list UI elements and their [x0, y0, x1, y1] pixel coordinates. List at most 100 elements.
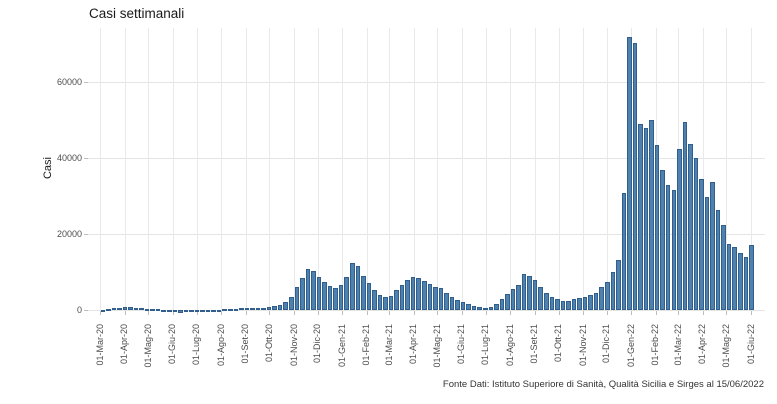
x-gridline	[558, 28, 560, 311]
y-axis-tick-label: 0	[76, 305, 82, 315]
x-gridline	[245, 28, 247, 311]
weekly-cases-bar	[294, 287, 300, 310]
x-gridline	[148, 28, 150, 311]
x-gridline	[583, 28, 585, 311]
x-tick-mark	[294, 311, 296, 315]
weekly-cases-bar	[416, 278, 422, 310]
weekly-cases-bar	[233, 308, 239, 311]
weekly-cases-bar	[616, 259, 621, 310]
weekly-cases-bar	[715, 210, 721, 310]
x-tick-mark	[317, 311, 319, 315]
weekly-cases-bar	[139, 308, 144, 311]
weekly-cases-bar	[749, 245, 754, 310]
weekly-cases-bar	[111, 308, 117, 311]
weekly-cases-bar	[665, 184, 671, 310]
weekly-cases-bar	[604, 281, 610, 310]
weekly-cases-bar	[682, 121, 688, 310]
weekly-cases-bar	[178, 310, 183, 313]
weekly-cases-bar	[244, 308, 250, 311]
x-axis-tick-label: 01-Apr-21	[408, 324, 419, 365]
x-tick-mark	[583, 311, 585, 315]
weekly-cases-bar	[361, 275, 366, 310]
weekly-cases-bar	[510, 289, 516, 310]
weekly-cases-bar	[228, 309, 233, 312]
x-gridline	[317, 28, 319, 311]
weekly-cases-bar	[466, 303, 471, 310]
weekly-cases-bar	[477, 306, 482, 310]
weekly-cases-bar	[677, 148, 682, 310]
x-tick-mark	[196, 311, 198, 315]
weekly-cases-bar	[449, 296, 455, 310]
weekly-cases-bar	[660, 170, 665, 310]
weekly-cases-bar	[399, 285, 405, 310]
x-tick-mark	[558, 311, 560, 315]
x-axis-tick-label: 01-Apr-22	[697, 324, 708, 365]
x-tick-mark	[437, 311, 439, 315]
y-tick-mark	[84, 310, 88, 311]
weekly-cases-bar	[272, 306, 277, 310]
weekly-cases-bar	[239, 308, 244, 311]
weekly-cases-bar	[654, 145, 660, 310]
weekly-cases-bar	[599, 286, 604, 310]
weekly-cases-bar	[344, 276, 349, 310]
x-axis-tick-label: 01-Dic-21	[601, 324, 612, 364]
y-gridline	[88, 158, 765, 159]
weekly-cases-bar	[638, 124, 643, 310]
x-tick-mark	[100, 311, 101, 315]
weekly-cases-bar	[560, 301, 566, 310]
x-tick-mark	[148, 311, 150, 315]
weekly-cases-bar	[593, 292, 599, 310]
x-axis-tick-label: 01-Mar-22	[672, 324, 683, 366]
weekly-cases-bar	[632, 42, 638, 310]
y-tick-mark	[84, 82, 88, 83]
weekly-cases-bar	[388, 295, 394, 310]
x-axis-tick-label: 01-Mag-22	[720, 324, 731, 368]
x-axis-tick-label: 01-Ott-21	[553, 324, 564, 363]
weekly-cases-bar	[699, 178, 704, 310]
weekly-cases-bar	[300, 277, 305, 310]
x-tick-mark	[221, 311, 223, 315]
weekly-cases-bar	[183, 309, 189, 312]
x-gridline	[510, 28, 512, 311]
weekly-cases-bar	[726, 243, 732, 310]
weekly-cases-bar	[161, 309, 166, 312]
x-axis-tick-label: 01-Mag-20	[142, 324, 153, 368]
weekly-cases-bar	[527, 275, 532, 310]
y-gridline	[88, 310, 765, 311]
weekly-cases-bar	[505, 294, 510, 310]
weekly-cases-bar	[455, 300, 460, 310]
weekly-cases-bar	[704, 196, 710, 310]
weekly-cases-bar	[194, 309, 200, 312]
weekly-cases-bar	[311, 271, 316, 310]
weekly-cases-bar	[499, 299, 505, 310]
x-tick-mark	[751, 311, 752, 315]
x-axis-tick-label: 01-Ago-21	[504, 324, 515, 367]
weekly-cases-bar	[277, 304, 283, 310]
weekly-cases-bar	[588, 294, 593, 310]
x-tick-mark	[366, 311, 368, 315]
weekly-cases-bar	[144, 308, 150, 311]
x-axis-tick-label: 01-Lug-20	[191, 324, 202, 366]
x-gridline	[342, 28, 344, 311]
weekly-cases-bar	[117, 307, 122, 310]
weekly-cases-bar	[128, 307, 133, 310]
y-tick-mark	[84, 158, 88, 159]
weekly-cases-bar	[483, 307, 488, 310]
x-tick-mark	[631, 311, 633, 315]
x-tick-mark	[678, 311, 680, 315]
x-axis-tick-label: 01-Gen-22	[625, 324, 636, 368]
x-gridline	[100, 28, 101, 311]
weekly-cases-bar	[743, 256, 749, 310]
x-gridline	[196, 28, 198, 311]
x-axis-tick-label: 01-Mag-21	[431, 324, 442, 368]
x-axis-tick-label: 01-Ott-20	[263, 324, 274, 363]
weekly-cases-bar	[383, 296, 388, 310]
x-tick-mark	[269, 311, 271, 315]
weekly-cases-bar	[494, 304, 499, 310]
x-gridline	[461, 28, 463, 311]
x-gridline	[413, 28, 415, 311]
weekly-cases-bar	[266, 307, 272, 310]
x-gridline	[606, 28, 608, 311]
x-tick-mark	[172, 311, 174, 315]
weekly-cases-bar	[222, 309, 227, 312]
